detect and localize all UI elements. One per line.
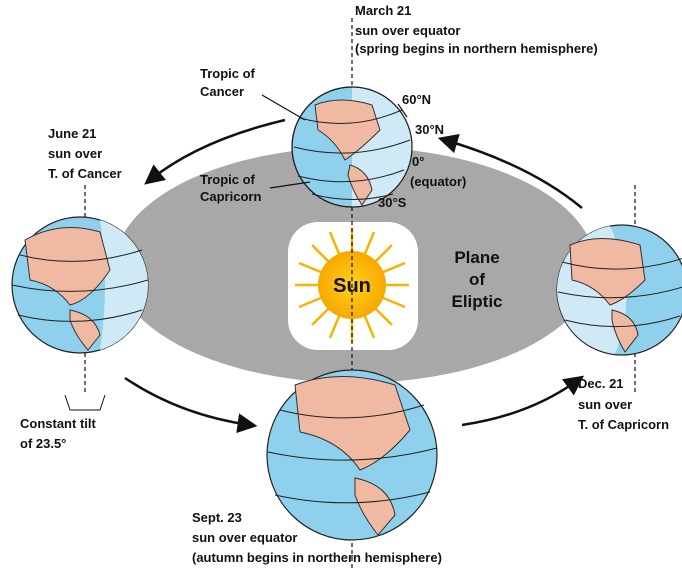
caption: sun over equator bbox=[192, 530, 297, 545]
latitude-label: (equator) bbox=[410, 174, 466, 189]
caption: (spring begins in northern hemisphere) bbox=[355, 41, 598, 56]
seasons-diagram: March 21 sun over equator (spring begins… bbox=[0, 0, 682, 573]
plane-label: Plane bbox=[454, 248, 499, 267]
date-label: Dec. 21 bbox=[578, 376, 624, 391]
tilt-label: of 23.5° bbox=[20, 436, 66, 451]
caption: sun over equator bbox=[355, 23, 460, 38]
latitude-label: 0° bbox=[412, 154, 424, 169]
caption: T. of Cancer bbox=[48, 166, 122, 181]
tilt-label: Constant tilt bbox=[20, 416, 96, 431]
latitude-label: 60°N bbox=[402, 92, 431, 107]
latitude-label: 30°N bbox=[415, 122, 444, 137]
tropic-label: Cancer bbox=[200, 84, 244, 99]
leader-line bbox=[262, 95, 305, 120]
orbit-arrow bbox=[125, 378, 250, 425]
date-label: June 21 bbox=[48, 126, 96, 141]
globe bbox=[12, 185, 148, 410]
date-label: Sept. 23 bbox=[192, 510, 242, 525]
plane-label: Eliptic bbox=[451, 292, 502, 311]
tropic-label: Capricorn bbox=[200, 189, 261, 204]
globe bbox=[267, 370, 437, 540]
date-label: March 21 bbox=[355, 3, 411, 18]
tropic-label: Tropic of bbox=[200, 66, 256, 81]
caption: sun over bbox=[48, 146, 102, 161]
caption: T. of Capricorn bbox=[578, 417, 669, 432]
plane-label: of bbox=[469, 270, 485, 289]
orbit-arrow bbox=[462, 380, 578, 425]
latitude-label: 30°S bbox=[378, 195, 407, 210]
sun-label: Sun bbox=[333, 275, 371, 297]
tropic-label: Tropic of bbox=[200, 172, 256, 187]
caption: sun over bbox=[578, 397, 632, 412]
globe bbox=[292, 87, 412, 207]
caption: (autumn begins in northern hemisphere) bbox=[192, 550, 442, 565]
globe bbox=[557, 185, 682, 395]
